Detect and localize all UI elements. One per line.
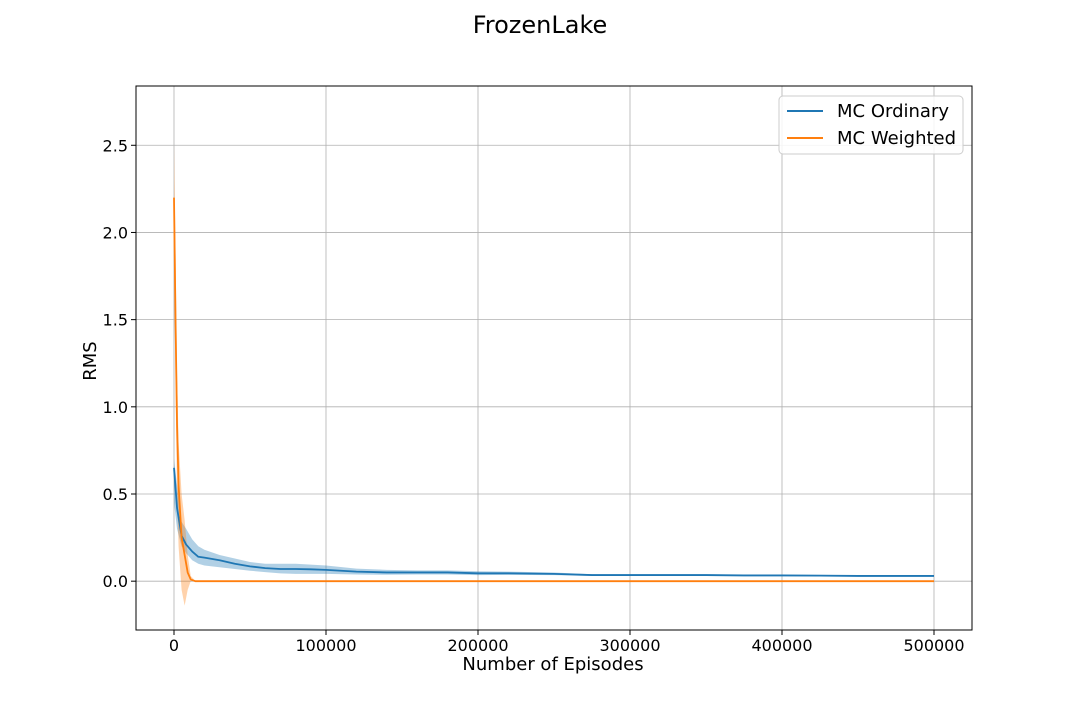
y-tick-label: 1.0 — [103, 398, 128, 417]
y-tick-label: 0.0 — [103, 572, 128, 591]
x-tick-label: 100000 — [295, 636, 356, 655]
legend-entry: MC Weighted — [837, 128, 956, 149]
y-axis-label: RMS — [80, 341, 101, 380]
series-lines — [173, 197, 934, 583]
y-tick-label: 2.5 — [103, 136, 128, 155]
series-line-1 — [173, 467, 934, 577]
series-band-2 — [174, 145, 934, 606]
x-tick-label: 500000 — [903, 636, 964, 655]
axis-ticks: 0 100000 200000 300000 400000 500000 0.0 0.5 1.0… — [103, 136, 965, 655]
series-line-2 — [173, 197, 934, 583]
legend-box — [778, 95, 964, 155]
x-tick-label: 400000 — [751, 636, 812, 655]
y-tick-label: 2.0 — [103, 223, 128, 242]
legend: MC Ordinary MC Weighted — [778, 95, 964, 155]
x-tick-label: 0 — [169, 636, 179, 655]
y-tick-label: 1.5 — [103, 311, 128, 330]
x-tick-label: 200000 — [447, 636, 508, 655]
y-tick-label: 0.5 — [103, 485, 128, 504]
series-band-1 — [174, 459, 934, 577]
x-tick-label: 300000 — [599, 636, 660, 655]
legend-entry: MC Ordinary — [837, 101, 949, 122]
chart-title: FrozenLake — [473, 11, 608, 39]
grid-lines — [136, 86, 972, 630]
plot-frame — [135, 85, 973, 631]
confidence-bands — [174, 145, 934, 606]
x-axis-label: Number of Episodes — [462, 654, 643, 675]
